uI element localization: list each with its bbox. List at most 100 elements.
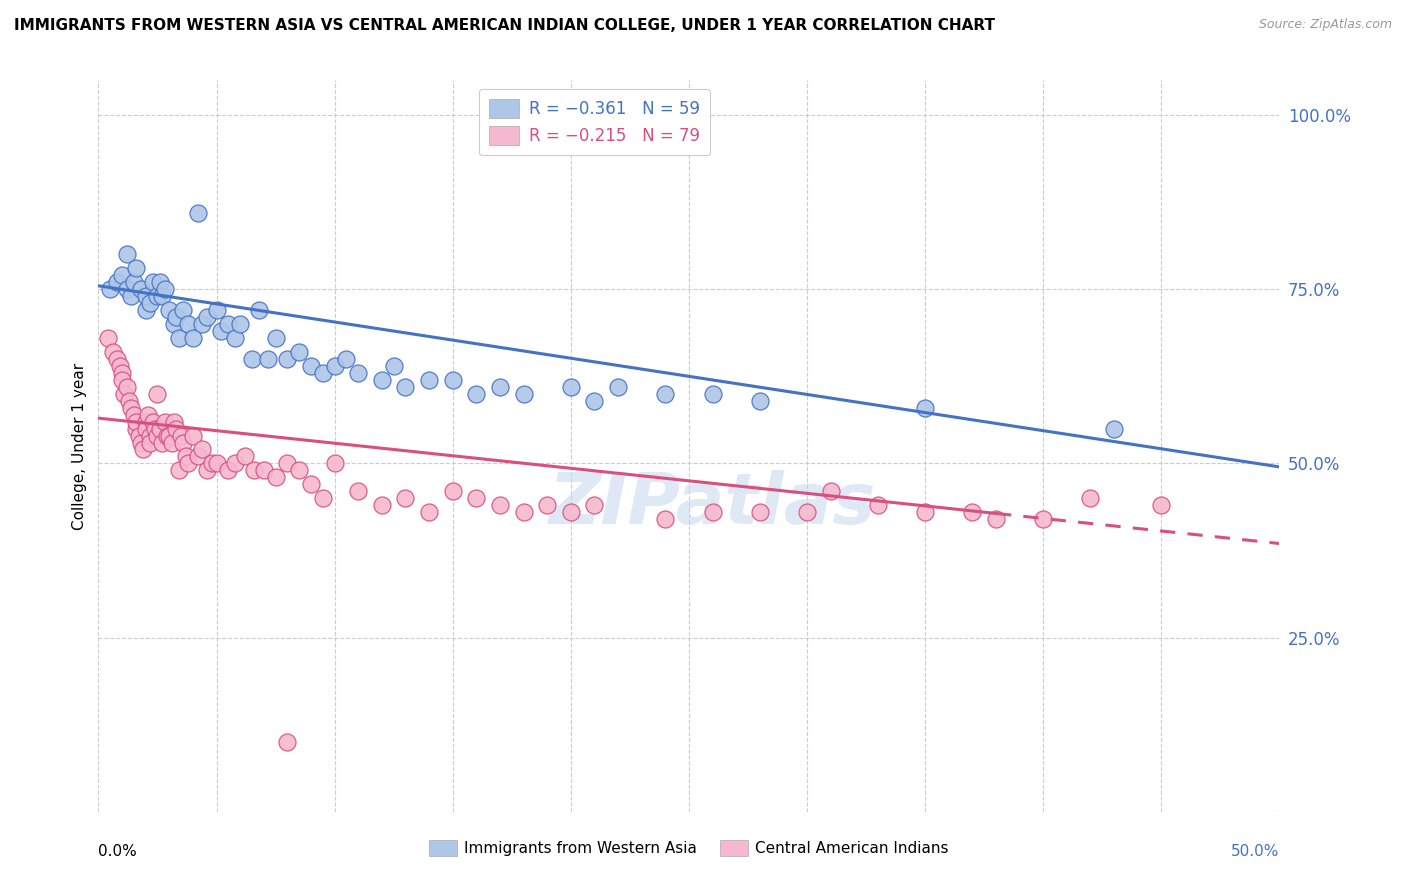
Point [465, 386, 488, 401]
Point [224, 331, 246, 345]
Point [209, 324, 232, 338]
Point [536, 498, 558, 512]
Point [257, 351, 280, 366]
Point [607, 380, 630, 394]
Point [224, 457, 246, 471]
Point [187, 450, 209, 464]
Point [129, 282, 152, 296]
Point [560, 380, 582, 394]
Point [165, 421, 187, 435]
Point [105, 275, 128, 289]
Point [1102, 421, 1125, 435]
Point [143, 421, 166, 435]
Point [105, 351, 128, 366]
Point [149, 421, 172, 435]
Point [229, 317, 252, 331]
Point [174, 450, 197, 464]
Point [201, 457, 224, 471]
Point [97, 331, 120, 345]
Point [165, 310, 187, 325]
Point [335, 351, 357, 366]
Point [217, 317, 239, 331]
Point [146, 289, 169, 303]
Point [135, 421, 157, 435]
Point [172, 435, 194, 450]
Point [264, 470, 287, 484]
Point [125, 415, 148, 429]
Point [382, 359, 405, 373]
Point [914, 401, 936, 415]
Point [512, 505, 534, 519]
Point [157, 428, 180, 442]
Point [118, 393, 141, 408]
Point [253, 463, 276, 477]
Point [121, 401, 143, 415]
Point [195, 463, 218, 477]
Point [205, 457, 228, 471]
Point [702, 386, 724, 401]
Point [139, 428, 162, 442]
Point [441, 373, 464, 387]
Point [264, 331, 287, 345]
Point [418, 373, 440, 387]
Point [394, 491, 416, 506]
Point [153, 282, 176, 296]
Point [323, 359, 346, 373]
Point [163, 317, 186, 331]
Point [181, 331, 204, 345]
Point [191, 442, 214, 457]
Point [512, 386, 534, 401]
Point [489, 380, 512, 394]
Point [167, 463, 190, 477]
Point [748, 393, 770, 408]
Point [98, 282, 121, 296]
Point [205, 303, 228, 318]
Text: 50.0%: 50.0% [1232, 845, 1279, 859]
Point [217, 463, 239, 477]
Point [101, 345, 124, 359]
Point [121, 289, 143, 303]
Point [914, 505, 936, 519]
Y-axis label: College, Under 1 year: College, Under 1 year [72, 362, 87, 530]
Text: ZIPatlas: ZIPatlas [548, 470, 876, 539]
Point [163, 415, 186, 429]
Point [233, 450, 256, 464]
Point [748, 505, 770, 519]
Point [129, 435, 152, 450]
Point [177, 457, 200, 471]
Point [866, 498, 889, 512]
Point [146, 386, 169, 401]
Point [489, 498, 512, 512]
Point [139, 435, 162, 450]
Text: Source: ZipAtlas.com: Source: ZipAtlas.com [1258, 18, 1392, 31]
Point [125, 421, 148, 435]
Point [312, 491, 335, 506]
Point [153, 415, 176, 429]
Point [583, 393, 606, 408]
Point [128, 428, 150, 442]
Point [1150, 498, 1173, 512]
Point [288, 345, 311, 359]
Text: 0.0%: 0.0% [98, 845, 138, 859]
Point [157, 303, 180, 318]
Point [122, 275, 145, 289]
Point [1032, 512, 1054, 526]
Point [156, 428, 179, 442]
Point [418, 505, 440, 519]
Point [115, 247, 138, 261]
Point [195, 310, 218, 325]
Point [984, 512, 1007, 526]
Point [142, 415, 165, 429]
Point [160, 435, 183, 450]
Point [150, 289, 173, 303]
Point [441, 484, 464, 499]
Point [170, 428, 193, 442]
Point [247, 303, 270, 318]
Point [125, 261, 148, 276]
Point [371, 373, 394, 387]
Point [299, 477, 322, 491]
Point [111, 373, 134, 387]
Point [962, 505, 984, 519]
Point [288, 463, 311, 477]
Point [347, 366, 370, 380]
